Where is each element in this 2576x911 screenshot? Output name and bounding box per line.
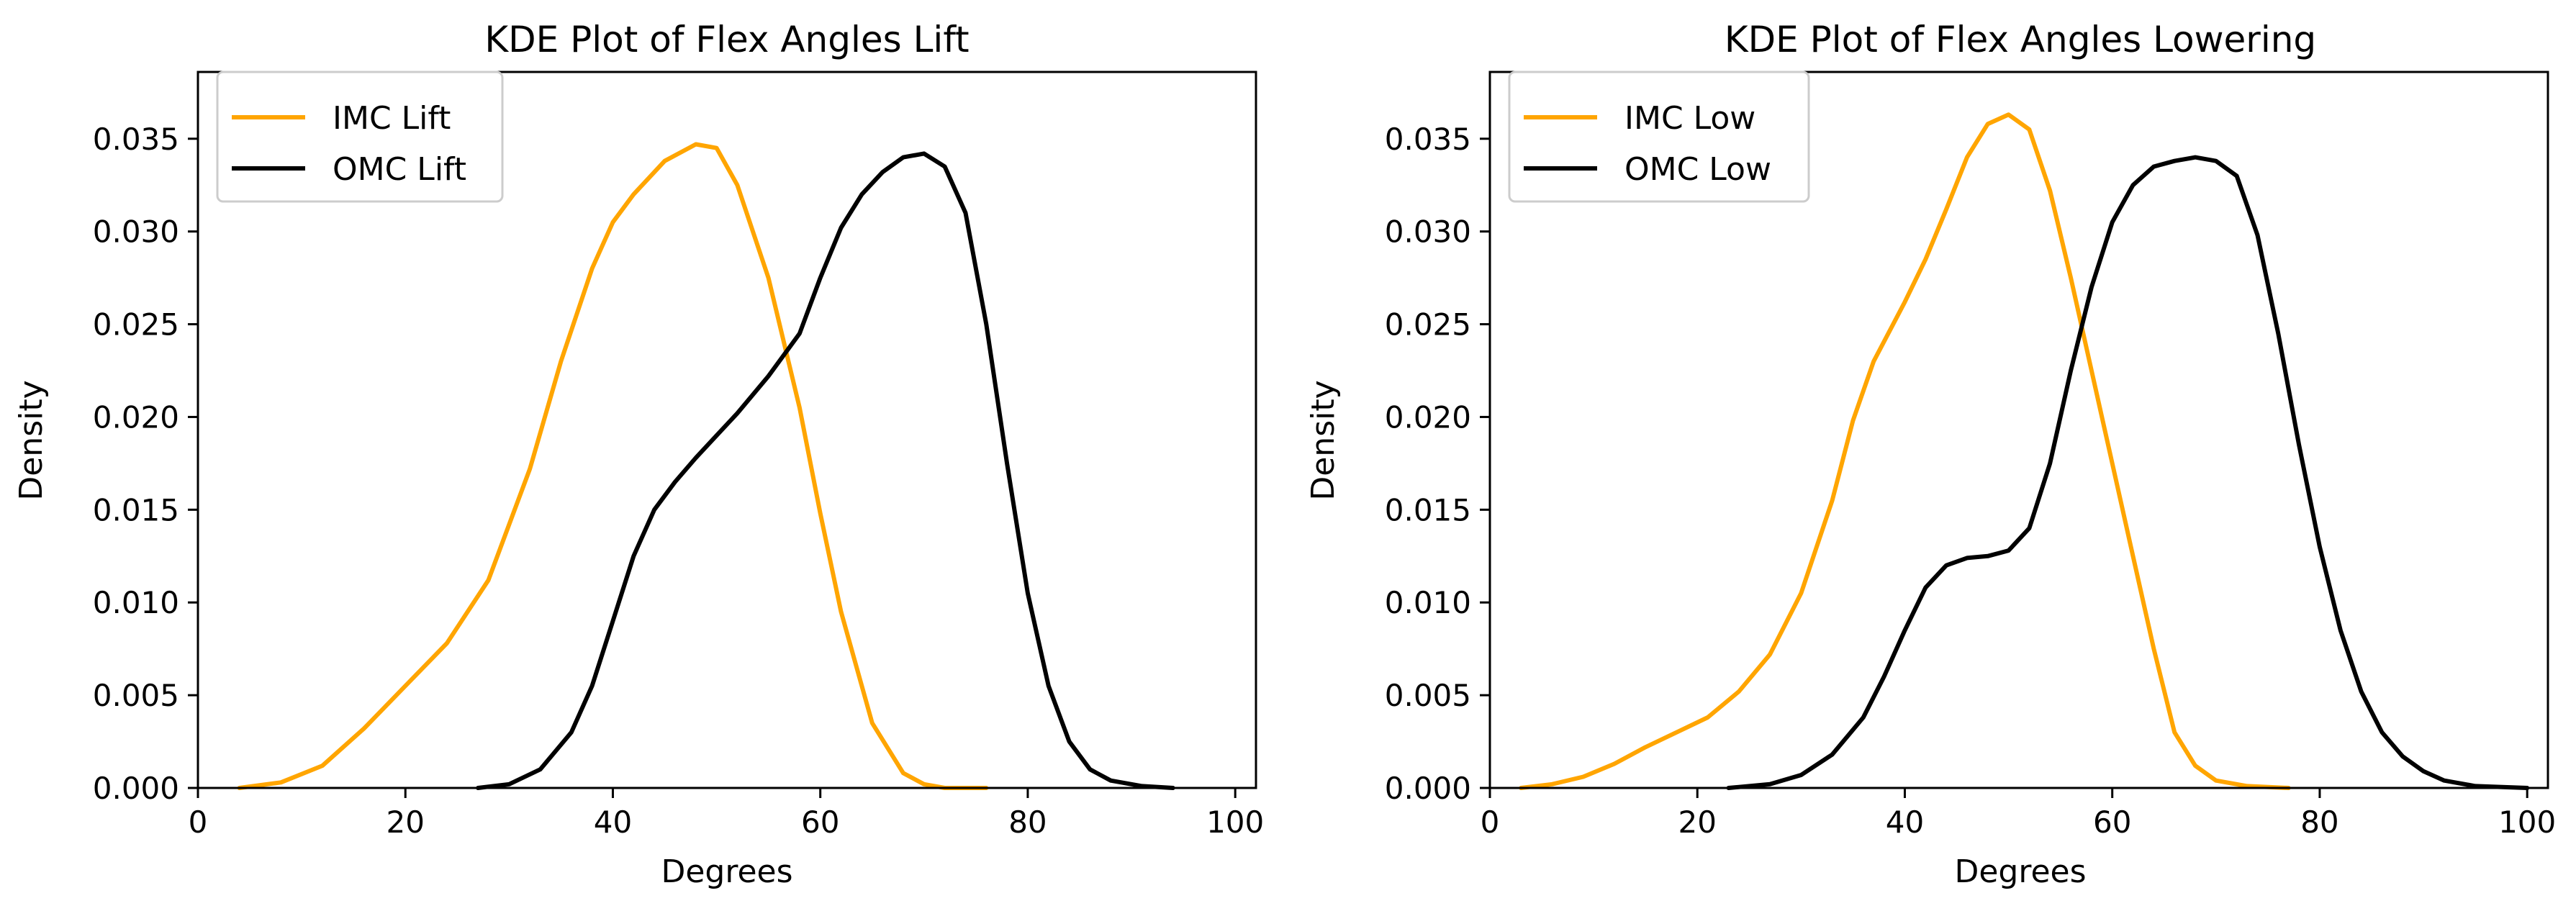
lift-legend-imc-label: IMC Lift bbox=[333, 100, 451, 137]
lift-y-tick-label: 0.000 bbox=[93, 771, 179, 806]
lift-legend: IMC Lift OMC Lift bbox=[216, 71, 504, 203]
lowering-chart-panel: KDE Plot of Flex Angles Lowering 0 20 40 60… bbox=[1305, 19, 2556, 890]
lowering-y-tick-label: 0.005 bbox=[1385, 678, 1471, 713]
lift-x-tick-label: 0 bbox=[189, 805, 208, 840]
lowering-legend-omc-label: OMC Low bbox=[1624, 151, 1771, 188]
lowering-x-tick-label: 60 bbox=[2093, 805, 2131, 840]
lowering-chart-title: KDE Plot of Flex Angles Lowering bbox=[1725, 19, 2316, 60]
lift-y-tick-label: 0.025 bbox=[93, 307, 179, 343]
lift-y-tick-label: 0.010 bbox=[93, 585, 179, 620]
lowering-axes-frame bbox=[1488, 71, 2549, 789]
lowering-x-axis-label: Degrees bbox=[1954, 853, 2086, 890]
lowering-y-tick-label: 0.015 bbox=[1385, 492, 1471, 527]
lift-y-tick-label: 0.030 bbox=[93, 214, 179, 250]
lift-x-tick-label: 60 bbox=[801, 805, 839, 840]
lift-y-tick-label: 0.035 bbox=[93, 122, 179, 157]
lift-y-axis-label: Density bbox=[13, 380, 50, 500]
lowering-x-tick-label: 100 bbox=[2498, 805, 2556, 840]
lowering-y-tick-label: 0.010 bbox=[1385, 585, 1471, 620]
lowering-x-tick-label: 80 bbox=[2300, 805, 2338, 840]
lift-x-tick-label: 40 bbox=[594, 805, 632, 840]
lift-x-tick-label: 100 bbox=[1206, 805, 1264, 840]
lowering-x-tick-label: 40 bbox=[1886, 805, 1924, 840]
lift-y-tick-label: 0.005 bbox=[93, 678, 179, 713]
lowering-y-axis-label: Density bbox=[1305, 380, 1342, 500]
lowering-legend-imc-label: IMC Low bbox=[1624, 100, 1755, 137]
lift-chart-title: KDE Plot of Flex Angles Lift bbox=[484, 19, 969, 60]
lift-y-tick-label: 0.015 bbox=[93, 492, 179, 527]
lift-omc-lift-curve bbox=[476, 151, 1175, 790]
lift-y-tick-label: 0.020 bbox=[93, 399, 179, 435]
lowering-x-tick-label: 0 bbox=[1481, 805, 1500, 840]
lowering-y-tick-label: 0.000 bbox=[1385, 771, 1471, 806]
lift-x-tick-label: 20 bbox=[387, 805, 425, 840]
lift-imc-lift-curve bbox=[237, 142, 989, 790]
lift-axes-frame bbox=[196, 71, 1257, 789]
lowering-y-tick-label: 0.030 bbox=[1385, 214, 1471, 250]
lowering-y-tick-label: 0.035 bbox=[1385, 122, 1471, 157]
lift-chart-panel: KDE Plot of Flex Angles Lift 0 20 40 60 80 10… bbox=[13, 19, 1264, 890]
lift-plot-area: 0 20 40 60 80 100 0.000 0.005 0.010 0.015 0.020 0.0… bbox=[93, 71, 1264, 840]
lift-x-axis-label: Degrees bbox=[661, 853, 792, 890]
lowering-legend: IMC Low OMC Low bbox=[1508, 71, 1810, 203]
lift-x-tick-label: 80 bbox=[1008, 805, 1047, 840]
lowering-imc-low-curve bbox=[1519, 112, 2291, 790]
lowering-y-tick-label: 0.025 bbox=[1385, 307, 1471, 343]
lowering-omc-low-curve bbox=[1726, 155, 2530, 790]
lowering-plot-area: 0 20 40 60 80 100 0.000 0.005 0.010 0.015 0.020 0.0… bbox=[1385, 71, 2556, 840]
lift-legend-omc-label: OMC Lift bbox=[333, 151, 466, 188]
lowering-y-tick-label: 0.020 bbox=[1385, 399, 1471, 435]
lowering-x-tick-label: 20 bbox=[1678, 805, 1717, 840]
